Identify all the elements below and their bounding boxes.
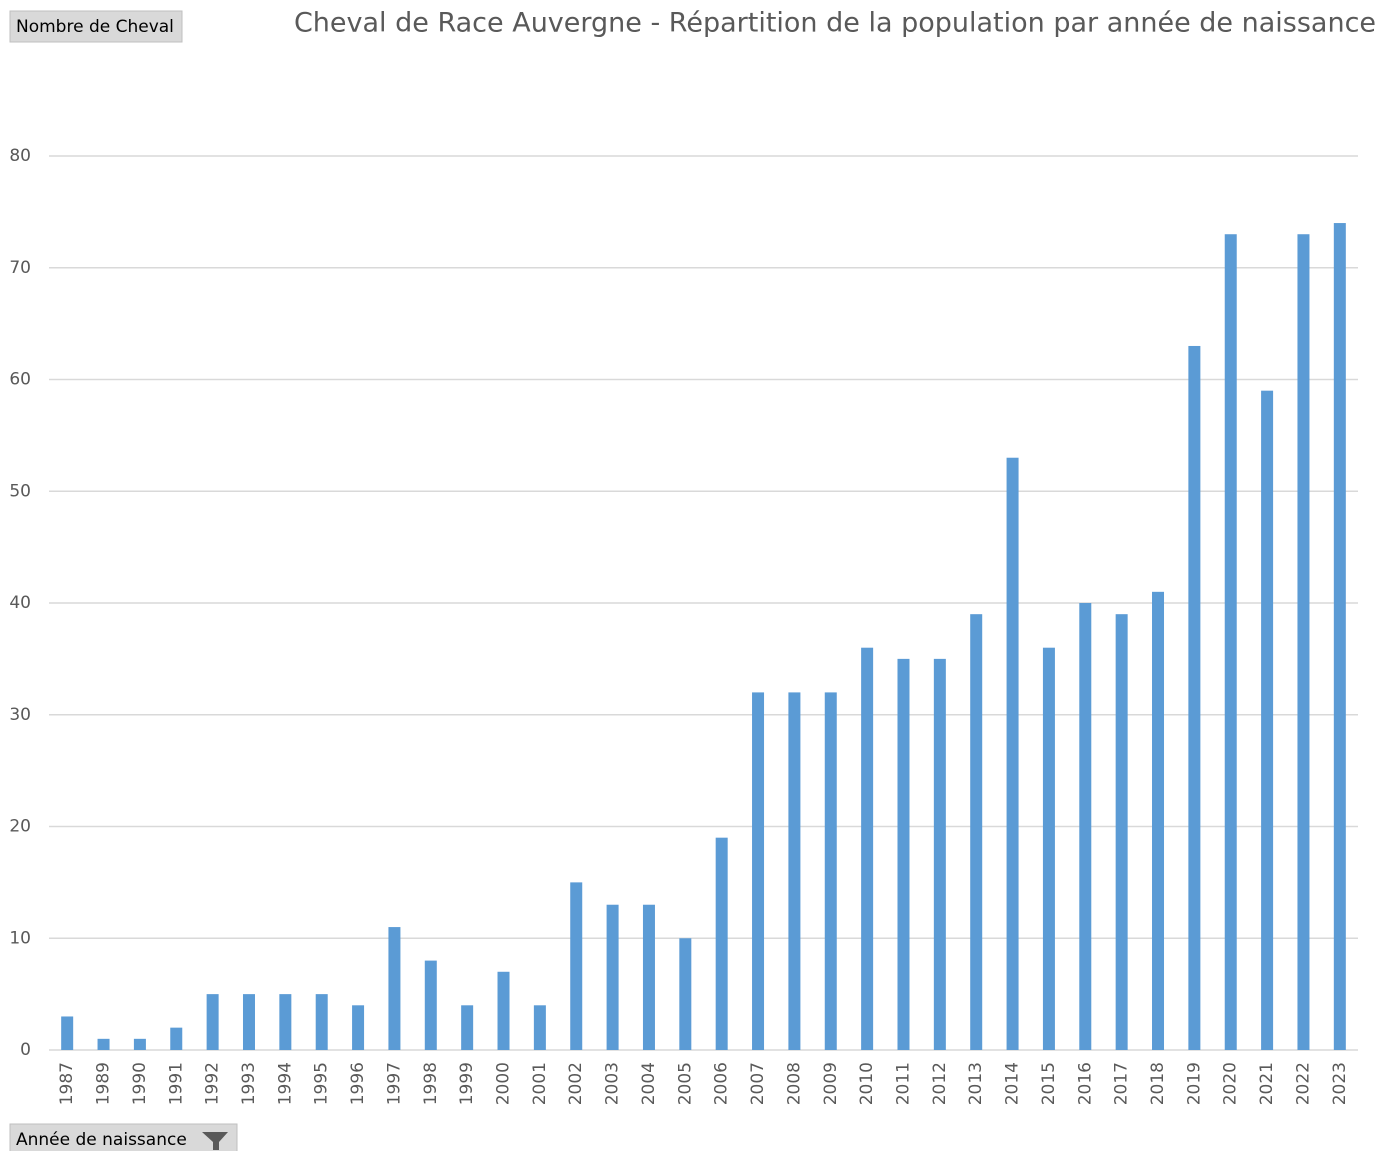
bar xyxy=(279,994,292,1050)
x-tick-label: 1989 xyxy=(94,1062,114,1105)
x-tick-label: 2006 xyxy=(712,1062,732,1105)
bar xyxy=(897,658,910,1050)
bar xyxy=(642,904,655,1050)
y-tick-label: 50 xyxy=(9,481,31,501)
x-tick-label: 2015 xyxy=(1039,1062,1059,1105)
y-tick-label: 60 xyxy=(9,370,31,390)
bar xyxy=(206,994,219,1050)
x-tick-label: 2016 xyxy=(1075,1062,1095,1105)
bar xyxy=(715,837,728,1050)
x-tick-label: 1990 xyxy=(130,1062,150,1105)
bar xyxy=(497,971,510,1050)
bar xyxy=(752,692,765,1050)
bar xyxy=(1115,614,1128,1050)
x-tick-label: 1992 xyxy=(203,1062,223,1105)
x-tick-label: 2017 xyxy=(1112,1062,1132,1105)
x-tick-label: 1987 xyxy=(57,1062,77,1105)
bar xyxy=(1224,234,1237,1051)
bar xyxy=(424,960,437,1050)
bar xyxy=(61,1016,74,1050)
x-tick-label: 2000 xyxy=(494,1062,514,1105)
x-tick-label: 2008 xyxy=(784,1062,804,1105)
x-tick-label: 1991 xyxy=(166,1062,186,1105)
x-tick-label: 2010 xyxy=(857,1062,877,1105)
x-tick-label: 2018 xyxy=(1148,1062,1168,1105)
x-tick-label: 2007 xyxy=(748,1062,768,1105)
x-tick-label: 1999 xyxy=(457,1062,477,1105)
x-tick-label: 2002 xyxy=(566,1062,586,1105)
y-tick-label: 0 xyxy=(20,1040,31,1060)
x-tick-label: 1998 xyxy=(421,1062,441,1105)
x-tick-label: 2021 xyxy=(1257,1062,1277,1105)
x-tick-label: 2001 xyxy=(530,1062,550,1105)
x-tick-label: 2020 xyxy=(1221,1062,1241,1105)
axis-field-button[interactable]: Année de naissance xyxy=(9,1123,238,1151)
x-tick-label: 2005 xyxy=(675,1062,695,1105)
x-tick-label: 2022 xyxy=(1293,1062,1313,1105)
bar xyxy=(824,692,837,1050)
button-label: Nombre de Cheval xyxy=(16,17,174,37)
button-background xyxy=(9,10,183,43)
x-tick-label: 2014 xyxy=(1003,1062,1023,1105)
x-tick-label: 2003 xyxy=(603,1062,623,1105)
filter-icon xyxy=(202,1132,228,1150)
bar xyxy=(170,1027,183,1050)
bar xyxy=(1152,591,1165,1050)
bar xyxy=(1297,234,1310,1051)
bar xyxy=(1079,603,1092,1050)
x-tick-label: 2009 xyxy=(821,1062,841,1105)
x-tick-label: 1996 xyxy=(348,1062,368,1105)
x-tick-label: 2004 xyxy=(639,1062,659,1105)
x-tick-label: 1994 xyxy=(275,1062,295,1105)
bar xyxy=(1006,457,1019,1051)
x-tick-label: 1997 xyxy=(384,1062,404,1105)
bar xyxy=(606,904,619,1050)
bar xyxy=(533,1005,546,1050)
bar xyxy=(1042,647,1055,1050)
bar xyxy=(461,1005,474,1050)
y-tick-label: 10 xyxy=(9,928,31,948)
x-tick-label: 2011 xyxy=(893,1062,913,1105)
x-tick-label: 1993 xyxy=(239,1062,259,1105)
bar xyxy=(1261,390,1274,1050)
bar xyxy=(315,994,328,1050)
bar xyxy=(970,614,983,1050)
x-tick-label: 2019 xyxy=(1184,1062,1204,1105)
bar xyxy=(570,882,583,1050)
bar xyxy=(97,1038,110,1050)
bar xyxy=(1188,345,1201,1051)
y-tick-label: 20 xyxy=(9,817,31,837)
button-background xyxy=(9,1123,238,1151)
y-tick-label: 80 xyxy=(9,146,31,166)
bar xyxy=(388,927,401,1050)
x-tick-label: 1995 xyxy=(312,1062,332,1105)
bar xyxy=(788,692,801,1050)
x-tick-label: 2013 xyxy=(966,1062,986,1105)
bar xyxy=(861,647,874,1050)
y-tick-label: 40 xyxy=(9,593,31,613)
value-field-button[interactable]: Nombre de Cheval xyxy=(9,10,183,43)
x-tick-label: 2012 xyxy=(930,1062,950,1105)
bar xyxy=(1333,223,1346,1051)
bar xyxy=(242,994,255,1050)
bar xyxy=(933,658,946,1050)
button-label: Année de naissance xyxy=(16,1130,187,1150)
bar xyxy=(133,1038,146,1050)
y-tick-label: 70 xyxy=(9,258,31,278)
bar xyxy=(352,1005,365,1050)
bar xyxy=(679,938,692,1050)
y-tick-label: 30 xyxy=(9,705,31,725)
x-tick-label: 2023 xyxy=(1330,1062,1350,1105)
chart-title: Cheval de Race Auvergne - Répartition de… xyxy=(294,8,1376,39)
